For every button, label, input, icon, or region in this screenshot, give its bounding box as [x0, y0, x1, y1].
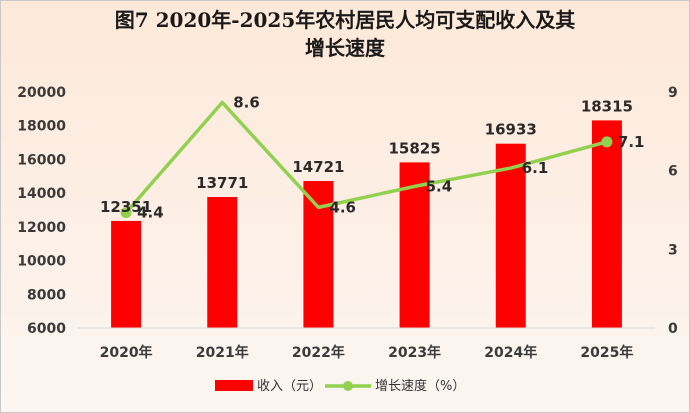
right-tick-label: 3 [668, 242, 678, 258]
growth-line [124, 100, 608, 214]
chart-title-line2: 增长速度 [305, 36, 385, 60]
legend-bar-label: 收入（元） [257, 379, 322, 394]
bar-series [111, 120, 622, 328]
x-tick-label: 2025年 [580, 344, 633, 361]
left-tick-label: 8000 [27, 287, 66, 303]
growth-value-label: 6.1 [522, 159, 549, 177]
right-axis: 0 3 6 9 [668, 85, 678, 337]
legend-line-label: 增长速度（%） [375, 378, 465, 394]
growth-point [120, 207, 132, 219]
left-axis: 6000 8000 10000 12000 14000 16000 18000 20000 [17, 85, 66, 337]
x-axis: 2020年 2021年 2022年 2023年 2024年 2025年 [100, 344, 634, 361]
bar-value-label: 14721 [292, 158, 344, 176]
growth-line-series [120, 100, 613, 219]
bar-value-label: 18315 [581, 97, 633, 115]
line-data-labels: 4.4 8.6 4.6 5.4 6.1 7.1 [137, 93, 644, 221]
bar-value-label: 15825 [388, 139, 440, 157]
x-tick-label: 2022年 [292, 344, 345, 361]
x-tick-label: 2020年 [100, 344, 153, 361]
legend: 收入（元） 增长速度（%） [215, 378, 465, 394]
bar-value-label: 16933 [485, 121, 537, 139]
legend-line-marker [343, 381, 353, 391]
x-tick-label: 2024年 [484, 344, 537, 361]
growth-value-label: 8.6 [233, 93, 260, 111]
left-tick-label: 18000 [17, 119, 66, 135]
left-tick-label: 20000 [17, 85, 66, 101]
growth-value-label: 4.4 [137, 204, 164, 222]
income-bar [591, 120, 622, 328]
x-tick-label: 2021年 [196, 344, 249, 361]
bar-data-labels: 12351 13771 14721 15825 16933 18315 [100, 97, 633, 216]
legend-bar-swatch [215, 380, 253, 391]
right-tick-label: 9 [668, 85, 678, 101]
income-bar [207, 197, 238, 328]
right-tick-label: 0 [668, 321, 678, 337]
chart-title: 图7 2020年-2025年农村居民人均可支配收入及其 增长速度 [0, 6, 690, 62]
income-bar [111, 220, 142, 328]
growth-point [601, 136, 613, 148]
bar-value-label: 13771 [196, 174, 248, 192]
left-tick-label: 14000 [17, 186, 66, 202]
left-tick-label: 6000 [27, 321, 66, 337]
x-tick-label: 2023年 [388, 344, 441, 361]
left-tick-label: 16000 [17, 152, 66, 168]
left-tick-label: 12000 [17, 220, 66, 236]
income-bar [495, 143, 526, 328]
chart-title-line1: 图7 2020年-2025年农村居民人均可支配收入及其 [114, 8, 576, 32]
bar-value-label: 12351 [100, 198, 152, 216]
right-tick-label: 6 [668, 164, 678, 180]
growth-value-label: 5.4 [426, 177, 453, 195]
growth-value-label: 4.6 [329, 198, 356, 216]
left-tick-label: 10000 [17, 254, 66, 270]
growth-value-label: 7.1 [618, 133, 645, 151]
